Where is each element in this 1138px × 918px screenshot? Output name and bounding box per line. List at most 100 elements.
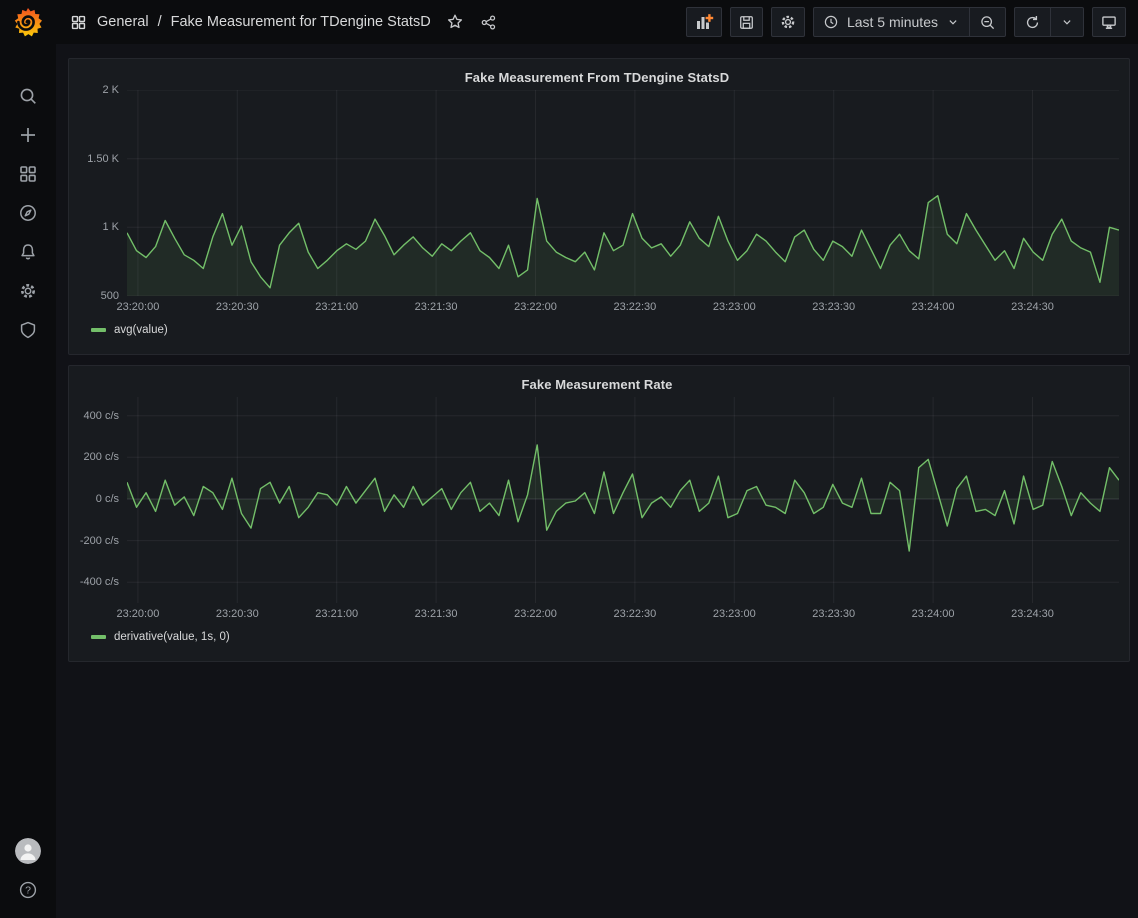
gear-icon [21, 284, 35, 298]
x-tick-label: 23:20:30 [215, 301, 259, 313]
dashboards-grid-icon [20, 166, 36, 182]
sidebar-item-create[interactable] [8, 125, 48, 145]
y-tick-label: 1.50 K [87, 152, 119, 165]
x-tick-label: 23:24:00 [911, 608, 955, 620]
shield-icon [20, 321, 36, 339]
dashboard-settings-button[interactable] [770, 7, 805, 37]
plot-area[interactable] [127, 90, 1119, 296]
sidebar-item-configuration[interactable] [8, 281, 48, 301]
star-dashboard-button[interactable] [441, 8, 469, 36]
breadcrumb: General / Fake Measurement for TDengine … [68, 12, 431, 32]
y-tick-label: -200 c/s [79, 534, 119, 547]
time-range-label: Last 5 minutes [846, 14, 938, 30]
x-tick-label: 23:22:30 [613, 301, 657, 313]
svg-text:?: ? [25, 885, 31, 897]
save-icon [740, 15, 753, 29]
x-tick-label: 23:24:00 [911, 301, 955, 313]
main-area: General / Fake Measurement for TDengine … [56, 0, 1138, 918]
y-tick-label: 0 c/s [95, 492, 119, 505]
sidebar-item-server-admin[interactable] [8, 320, 48, 340]
add-panel-icon [696, 14, 714, 29]
x-tick-label: 23:23:30 [812, 301, 856, 313]
breadcrumb-separator: / [157, 14, 162, 30]
dashboard-title[interactable]: Fake Measurement for TDengine StatsD [170, 14, 431, 30]
zoom-out-time-button[interactable] [970, 8, 1005, 36]
compass-icon [20, 205, 36, 221]
dashboard-header: General / Fake Measurement for TDengine … [56, 0, 1138, 44]
save-dashboard-button[interactable] [729, 7, 763, 37]
share-dashboard-button[interactable] [475, 8, 503, 36]
plus-icon [21, 128, 35, 142]
x-tick-label: 23:24:30 [1011, 608, 1054, 620]
y-axis: 400 c/s 200 c/s 0 c/s -200 c/s -400 c/s [75, 397, 127, 603]
panel-fake-measurement: Fake Measurement From TDengine StatsD 2 … [68, 58, 1130, 355]
sidebar-item-explore[interactable] [8, 203, 48, 223]
y-tick-label: -400 c/s [79, 576, 119, 589]
x-tick-label: 23:24:30 [1011, 301, 1054, 313]
question-circle-icon: ? [19, 881, 37, 899]
timeseries-chart: 400 c/s 200 c/s 0 c/s -200 c/s -400 c/s 23:2… [75, 397, 1119, 625]
x-tick-label: 23:20:30 [215, 608, 259, 620]
x-tick-label: 23:23:00 [712, 301, 756, 313]
sidebar: ? [0, 0, 56, 918]
legend-label: avg(value) [114, 324, 168, 336]
y-tick-label: 500 [100, 290, 119, 302]
legend-swatch [91, 635, 106, 639]
sidebar-item-search[interactable] [8, 86, 48, 106]
avatar-icon [15, 838, 41, 864]
y-tick-label: 400 c/s [83, 409, 119, 422]
grafana-logo[interactable] [0, 0, 56, 44]
user-avatar[interactable] [15, 838, 41, 864]
x-tick-label: 23:22:00 [514, 301, 557, 313]
chevron-down-icon [949, 20, 957, 25]
refresh-group [1014, 7, 1084, 37]
gear-icon [781, 15, 795, 29]
cycle-view-mode-button[interactable] [1092, 7, 1126, 37]
refresh-interval-dropdown[interactable] [1051, 8, 1083, 36]
dashboard-canvas: Fake Measurement From TDengine StatsD 2 … [56, 44, 1138, 918]
add-panel-button[interactable] [685, 7, 722, 37]
refresh-button[interactable] [1015, 8, 1050, 36]
legend-item[interactable]: avg(value) [75, 318, 168, 336]
x-tick-label: 23:23:30 [812, 608, 856, 620]
x-axis: 23:20:00 23:20:30 23:21:00 23:21:30 23:22:00… [116, 603, 1119, 625]
y-tick-label: 1 K [102, 221, 119, 234]
divider [1050, 8, 1051, 36]
x-tick-label: 23:23:00 [712, 608, 756, 620]
legend-label: derivative(value, 1s, 0) [114, 631, 230, 643]
sidebar-item-alerting[interactable] [8, 242, 48, 262]
x-tick-label: 23:21:00 [315, 301, 359, 313]
x-tick-label: 23:21:00 [315, 608, 359, 620]
y-axis: 2 K 1.50 K 1 K 500 [75, 84, 127, 302]
timeseries-chart: 2 K 1.50 K 1 K 500 23:20:00 23:20:30 23:21:00… [75, 84, 1119, 318]
chevron-down-icon [1063, 20, 1071, 25]
x-tick-label: 23:21:30 [414, 301, 458, 313]
time-range-picker[interactable]: Last 5 minutes [814, 8, 969, 36]
star-icon [447, 14, 462, 29]
zoom-out-icon [981, 15, 995, 29]
plot-area[interactable] [127, 397, 1119, 603]
legend-swatch [91, 328, 106, 332]
x-tick-label: 23:21:30 [414, 608, 458, 620]
share-icon [481, 14, 496, 30]
x-tick-label: 23:20:00 [116, 301, 160, 313]
x-axis: 23:20:00 23:20:30 23:21:00 23:21:30 23:22:00… [116, 296, 1119, 318]
divider [969, 8, 970, 36]
sidebar-item-help[interactable]: ? [8, 880, 48, 900]
bell-icon [21, 244, 35, 260]
panel-title[interactable]: Fake Measurement Rate [521, 376, 673, 392]
panel-fake-measurement-rate: Fake Measurement Rate 400 c/s 200 c/s 0 c/… [68, 365, 1130, 662]
legend-item[interactable]: derivative(value, 1s, 0) [75, 625, 230, 643]
grafana-flame-icon [14, 8, 43, 37]
y-tick-label: 200 c/s [83, 451, 119, 464]
clock-icon [824, 15, 838, 29]
sidebar-item-dashboards[interactable] [8, 164, 48, 184]
x-tick-label: 23:22:00 [514, 608, 557, 620]
time-picker-group: Last 5 minutes [812, 7, 1006, 37]
dashboard-toolbar: Last 5 minutes [685, 7, 1126, 37]
refresh-icon [1026, 15, 1039, 28]
monitor-icon [1102, 16, 1116, 29]
breadcrumb-folder[interactable]: General [97, 14, 149, 30]
panel-title[interactable]: Fake Measurement From TDengine StatsD [464, 69, 730, 85]
x-tick-label: 23:20:00 [116, 608, 160, 620]
